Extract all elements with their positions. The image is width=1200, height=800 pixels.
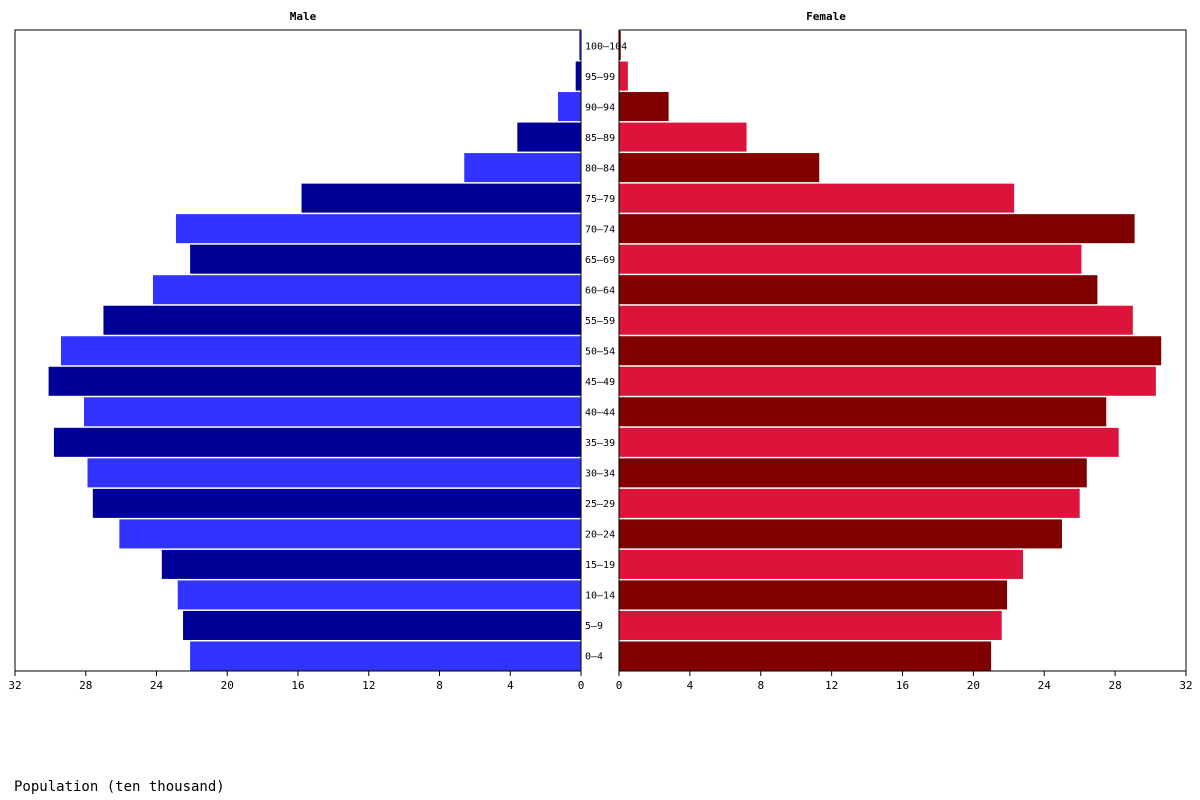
age-label-50-54: 50–54 [585,347,615,358]
age-label-15-19: 15–19 [585,560,615,571]
male-tick-label-12: 12 [362,679,375,692]
female-bar-50-54 [619,336,1162,366]
female-tick-label-8: 8 [757,679,764,692]
male-bar-55-59 [103,305,581,335]
female-tick-label-4: 4 [687,679,694,692]
female-tick-label-24: 24 [1038,679,1052,692]
male-x-axis: 32 28 24 20 16 12 8 4 0 [8,671,584,692]
male-tick-label-24: 24 [150,679,164,692]
female-x-axis: 0 4 8 12 16 20 24 28 32 [616,671,1193,692]
female-tick-label-16: 16 [896,679,909,692]
age-label-90-94: 90–94 [585,102,615,113]
age-label-30-34: 30–34 [585,469,615,480]
age-label-60-64: 60–64 [585,285,615,296]
male-bar-35-39 [53,427,582,457]
female-bar-20-24 [619,519,1062,549]
age-label-80-84: 80–84 [585,163,615,174]
age-label-95-99: 95–99 [585,72,615,83]
female-tick-label-28: 28 [1109,679,1122,692]
male-bar-50-54 [60,336,582,366]
age-label-5-9: 5–9 [585,621,603,632]
female-bars-group [619,31,1162,671]
female-bar-30-34 [619,458,1087,488]
female-bar-80-84 [619,153,820,183]
age-label-25-29: 25–29 [585,499,615,510]
male-panel-title: Male [290,10,317,23]
female-bar-90-94 [619,92,669,122]
female-tick-label-0: 0 [616,679,623,692]
female-bar-0-4 [619,641,992,671]
female-bar-70-74 [619,214,1135,244]
female-bar-55-59 [619,305,1133,335]
age-label-55-59: 55–59 [585,316,615,327]
age-label-75-79: 75–79 [585,194,615,205]
age-label-70-74: 70–74 [585,224,615,235]
female-panel-frame [618,29,1187,672]
male-bar-25-29 [92,488,581,518]
age-label-85-89: 85–89 [585,133,615,144]
male-bar-0-4 [190,641,581,671]
female-bar-85-89 [619,122,747,152]
female-bar-45-49 [619,366,1156,396]
male-tick-label-32: 32 [8,679,21,692]
x-axis-label: Population (ten thousand) [14,779,225,795]
female-tick-label-20: 20 [967,679,980,692]
age-label-20-24: 20–24 [585,530,615,541]
female-bar-75-79 [619,183,1015,213]
male-bar-80-84 [464,153,581,183]
male-tick-label-4: 4 [507,679,514,692]
age-label-35-39: 35–39 [585,438,615,449]
female-bar-15-19 [619,549,1023,579]
female-bar-65-69 [619,244,1082,274]
male-bar-20-24 [119,519,581,549]
male-panel-frame [14,29,582,672]
male-tick-label-0: 0 [578,679,585,692]
female-bar-100-104 [619,31,621,61]
female-panel-title: Female [806,10,846,23]
female-bar-10-14 [619,580,1008,610]
male-bar-10-14 [177,580,581,610]
male-bar-60-64 [152,275,581,305]
male-tick-label-28: 28 [79,679,92,692]
male-bar-5-9 [183,610,581,640]
female-bar-5-9 [619,610,1002,640]
female-bar-25-29 [619,488,1080,518]
age-label-40-44: 40–44 [585,408,615,419]
male-bar-85-89 [517,122,581,152]
age-label-0-4: 0–4 [585,652,603,663]
male-bar-100-104 [579,31,581,61]
age-label-100-104: 100–104 [585,41,627,52]
male-bar-90-94 [558,92,581,122]
male-bar-15-19 [161,549,581,579]
female-tick-label-12: 12 [825,679,838,692]
female-tick-label-32: 32 [1179,679,1192,692]
female-bar-60-64 [619,275,1098,305]
male-bar-95-99 [575,61,581,91]
female-bar-95-99 [619,61,628,91]
male-bar-75-79 [301,183,581,213]
female-bar-35-39 [619,427,1119,457]
male-bar-30-34 [87,458,582,488]
male-tick-label-20: 20 [221,679,234,692]
male-bar-40-44 [83,397,581,427]
male-tick-label-8: 8 [436,679,443,692]
male-bar-65-69 [190,244,581,274]
age-labels-group: 0–4 5–9 10–14 15–19 20–24 25–29 30–34 35–39 40–4… [585,41,627,662]
female-bar-40-44 [619,397,1107,427]
age-label-10-14: 10–14 [585,591,615,602]
male-tick-label-16: 16 [291,679,304,692]
male-bars-group [48,31,582,671]
male-bar-45-49 [48,366,581,396]
male-bar-70-74 [175,214,582,244]
age-label-45-49: 45–49 [585,377,615,388]
age-label-65-69: 65–69 [585,255,615,266]
